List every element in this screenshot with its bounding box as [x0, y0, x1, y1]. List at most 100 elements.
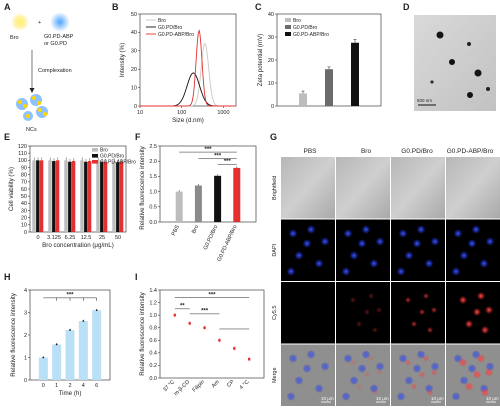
- b-ytick-label: 0: [134, 104, 137, 110]
- panel-label-b: B: [112, 2, 119, 12]
- h-bar: [92, 310, 102, 380]
- e-bar: [68, 161, 72, 232]
- microscopy-grid: Brightfield DAPI Cy5.5 Merge 10 μm 10 μm 10 μm…: [272, 157, 500, 406]
- e-bar: [80, 160, 84, 232]
- e-ytick-label: 30: [21, 208, 27, 214]
- c-legend-label: G0.PD-ABP/Bro: [293, 32, 329, 38]
- f-sig-label: ***: [224, 159, 232, 165]
- e-bar: [103, 161, 108, 232]
- f-ytick-label: 2.0: [149, 159, 157, 165]
- h-xtick-label: 6: [95, 383, 98, 389]
- i-ytick-label: 0.0: [149, 376, 157, 382]
- panel-c: C 0 10 20 30 40 Zeta potential (mV) BroG0.PD/B…: [255, 2, 382, 110]
- cy55-signal: [404, 359, 412, 366]
- nucleus-spot: [417, 350, 425, 359]
- nucleus-spot: [376, 237, 384, 246]
- b-legend-label: G0.PD/Bro: [158, 25, 182, 31]
- cy55-signal: [430, 369, 438, 376]
- cy55-signal: [464, 382, 474, 391]
- nucleus-spot: [344, 354, 352, 363]
- nucleus-spot: [321, 237, 329, 246]
- e-legend-swatch: [92, 160, 98, 164]
- carrier-label-line1: G0.PD-ABP: [44, 34, 74, 40]
- e-xtick-label: 25: [99, 235, 105, 241]
- c-ylabel: Zeta potential (mV): [257, 34, 264, 87]
- micro-cell-bg: [446, 157, 500, 219]
- cy55-signal: [476, 354, 486, 363]
- b-plot-frame: [139, 13, 237, 107]
- h-ylabel: Relative fluorescence intensity: [10, 292, 17, 376]
- i-ytick-label: 1.2: [149, 300, 157, 306]
- b-xlabel: Size (d.nm): [172, 117, 204, 124]
- b-series-line-1: [140, 72, 236, 107]
- e-bar: [116, 162, 120, 232]
- cy55-signal: [363, 308, 371, 316]
- cy55-signal: [458, 358, 468, 367]
- e-bar: [100, 161, 104, 232]
- panel-label-a: A: [4, 2, 11, 12]
- cy55-signal: [418, 371, 426, 378]
- h-mean-point: [42, 356, 45, 359]
- h-mean-point: [55, 343, 58, 346]
- micro-cell: 10 μm: [281, 344, 335, 406]
- f-bar: [194, 185, 202, 222]
- nucleus-spot: [452, 267, 460, 276]
- f-xtick-label: G0.PD-ABP/Bro: [217, 224, 239, 262]
- nucleus-spot: [350, 251, 358, 260]
- e-bar: [55, 160, 60, 232]
- cy55-signal: [422, 355, 430, 362]
- i-ytick-label: 0.6: [149, 338, 157, 344]
- c-legend-label: G0.PD/Bro: [293, 25, 317, 31]
- e-ytick-label: 0: [24, 230, 27, 236]
- c-ytick-label: 10: [268, 81, 274, 87]
- i-ytick-label: 1.0: [149, 313, 157, 319]
- i-data-point: [173, 313, 177, 317]
- f-bar: [175, 191, 183, 222]
- i-plot-frame: [159, 289, 265, 379]
- cy55-signal: [472, 370, 482, 379]
- e-ytick-label: 60: [21, 187, 27, 193]
- micro-cell-bg: [391, 157, 445, 219]
- f-xtick-label: PBS: [171, 224, 181, 237]
- nucleus-spot: [399, 354, 407, 363]
- nucleus-spot: [460, 251, 468, 260]
- e-legend-swatch: [92, 148, 98, 152]
- i-ytick-label: 0.4: [149, 351, 157, 357]
- nucleus-spot: [295, 251, 303, 260]
- b-series-line-2: [140, 29, 236, 107]
- b-ytick-label: 50: [131, 12, 137, 18]
- nucleus-spot: [468, 364, 476, 373]
- bro-molecule-glyph: [11, 13, 29, 31]
- f-ytick-label: 0.0: [149, 220, 157, 226]
- nucleus-spot: [289, 354, 297, 363]
- tem-image: [414, 15, 496, 111]
- cy55-signal: [371, 389, 379, 396]
- nucleus-spot: [307, 225, 315, 234]
- nucleus-spot: [321, 362, 329, 371]
- micro-scale-label: 10 μm: [486, 396, 499, 401]
- e-bar: [32, 160, 36, 232]
- e-ytick-label: 90: [21, 165, 27, 171]
- f-xtick-label: Bro: [191, 224, 200, 234]
- i-sig-label: **: [180, 304, 185, 310]
- col-header-pbs: PBS: [303, 148, 317, 155]
- cy55-signal: [349, 359, 357, 366]
- carrier-label-line2: or G0.PD: [44, 41, 67, 47]
- cy55-signal: [472, 307, 482, 317]
- micro-cell-bg: [336, 282, 390, 344]
- h-mean-point: [95, 309, 98, 312]
- micro-cell: [391, 219, 445, 281]
- b-xtick-label: 10: [137, 110, 143, 116]
- cy55-signal: [355, 383, 363, 390]
- f-ylabel: Relative fluorescence intensity: [139, 145, 146, 229]
- b-xtick-label: 1000: [217, 110, 229, 116]
- i-xtick-label: m-β-CD: [173, 379, 191, 397]
- micro-cell: [391, 157, 445, 219]
- panel-g: G PBS Bro G0.PD/Bro G0.PD-ABP/Bro Bright…: [270, 132, 500, 406]
- h-xtick-label: 0: [42, 383, 45, 389]
- col-header-g0pd-abp-bro: G0.PD-ABP/Bro: [447, 148, 494, 155]
- e-ytick-label: 80: [21, 172, 27, 178]
- c-bar: [325, 69, 333, 106]
